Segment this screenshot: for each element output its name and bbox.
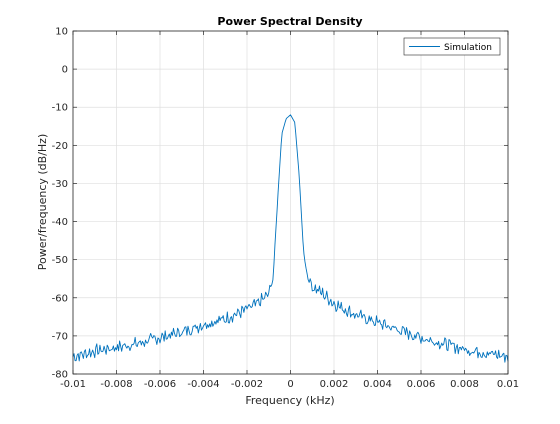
legend-box [403, 37, 501, 56]
series-line-simulation [72, 114, 509, 363]
y-tick-label: -50 [52, 255, 68, 266]
x-tick-label: 0.004 [363, 379, 392, 390]
y-tick-label: 10 [55, 27, 68, 38]
tick-layer: -0.01 -0.008 -0.006 -0.004 -0.002 0 0.002 0.004… [52, 27, 519, 391]
x-axis-label: Frequency (kHz) [245, 394, 334, 407]
x-tick-label: -0.01 [60, 379, 86, 390]
chart-title: Power Spectral Density [217, 15, 362, 28]
series-layer [72, 114, 509, 363]
y-tick-label: -70 [52, 331, 68, 342]
y-tick-label: -80 [52, 370, 68, 381]
x-tick-label: -0.008 [100, 379, 132, 390]
x-tick-label: 0 [287, 379, 293, 390]
x-tick-label: 0.006 [407, 379, 436, 390]
y-tick-label: -20 [52, 141, 68, 152]
x-tick-label: -0.002 [231, 379, 263, 390]
y-tick-label: -30 [52, 179, 68, 190]
legend-label: Simulation [444, 43, 492, 53]
y-tick-label: -10 [52, 103, 68, 114]
y-tick-label: -60 [52, 293, 68, 304]
x-tick-label: 0.002 [320, 379, 349, 390]
x-tick-label: 0.01 [497, 379, 519, 390]
x-tick-label: -0.006 [144, 379, 176, 390]
x-tick-label: 0.008 [450, 379, 479, 390]
x-tick-label: -0.004 [187, 379, 219, 390]
y-tick-label: 0 [62, 65, 68, 76]
legend: Simulation [403, 37, 501, 56]
y-axis-label: Power/frequency (dB/Hz) [36, 134, 49, 271]
y-tick-label: -40 [52, 217, 68, 228]
